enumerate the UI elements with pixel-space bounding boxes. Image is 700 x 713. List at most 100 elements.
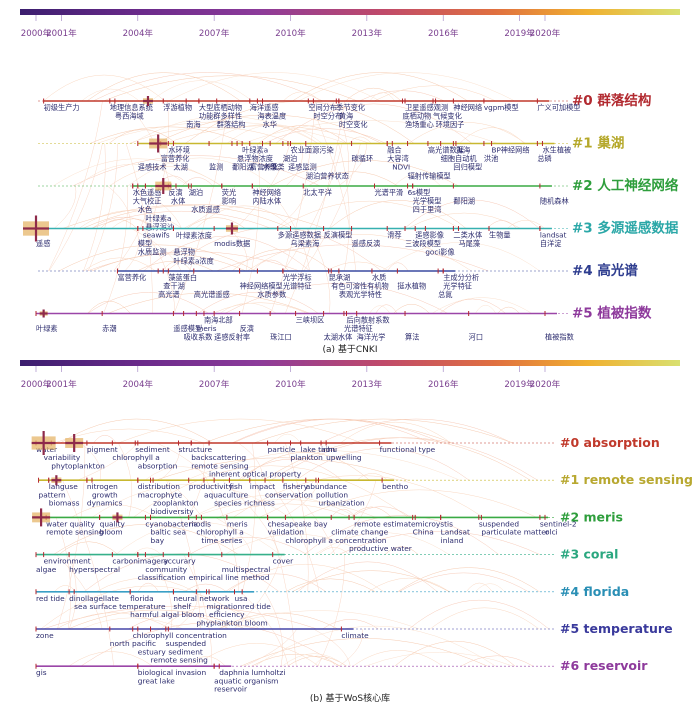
- link-arc: [156, 442, 208, 481]
- keyword-label: 湖泊: [283, 154, 297, 163]
- link-arc: [274, 433, 301, 444]
- link-arc: [143, 235, 311, 272]
- keyword-label: modis数据: [214, 239, 250, 248]
- year-label: 2019年: [504, 378, 535, 390]
- link-arc: [387, 262, 409, 272]
- link-arc: [274, 185, 307, 229]
- keyword-label: urbanization: [318, 499, 365, 508]
- keyword-label: multispectral: [222, 565, 271, 574]
- link-arc: [350, 506, 392, 518]
- keyword-label: plankton: [291, 453, 324, 462]
- link-arc: [407, 212, 521, 229]
- link-arc: [83, 257, 156, 272]
- cluster-label: #5 temperature: [560, 621, 673, 636]
- keyword-label: 富营养化: [117, 273, 146, 282]
- year-label: 2016年: [428, 27, 459, 39]
- keyword-label: time series: [201, 536, 242, 545]
- year-label: 2016年: [428, 378, 459, 390]
- link-arc: [90, 210, 272, 229]
- keyword-label: 北太平洋: [303, 188, 332, 197]
- keyword-label: 水色遥感: [133, 188, 162, 197]
- keyword-label: 昆承湖: [329, 273, 351, 282]
- keyword-label: 赤潮: [102, 324, 116, 333]
- keyword-label: 遥感技术: [138, 163, 167, 172]
- keyword-label: aquatic organism: [214, 676, 278, 685]
- link-arc: [206, 480, 239, 592]
- keyword-label: 时空分布: [313, 112, 342, 121]
- link-arc: [252, 259, 290, 272]
- keyword-label: florida: [130, 594, 154, 603]
- keyword-label: dinollagellate: [69, 594, 119, 603]
- link-arc: [351, 506, 411, 518]
- keyword-label: hyperspectral: [69, 565, 120, 574]
- link-arc: [275, 103, 473, 144]
- keyword-label: 洱海: [456, 146, 470, 155]
- link-arc: [285, 578, 376, 593]
- keyword-label: 水质遥感: [191, 205, 220, 214]
- link-arc: [352, 650, 443, 667]
- keyword-label: suspended: [479, 519, 520, 528]
- link-arc: [183, 185, 236, 229]
- year-label: 2007年: [199, 378, 230, 390]
- link-arc: [43, 74, 165, 102]
- link-arc: [212, 302, 308, 314]
- link-arc: [373, 85, 496, 102]
- keyword-label: 吸收系数: [184, 333, 213, 342]
- keyword-label: 黄海: [339, 112, 353, 121]
- keyword-label: structure: [179, 445, 213, 454]
- keyword-label: 叶绿素a: [145, 214, 171, 223]
- keyword-label: remote estimate: [354, 519, 416, 528]
- link-arc: [62, 480, 115, 667]
- link-arc: [127, 157, 274, 187]
- keyword-label: 6s模型: [408, 188, 431, 197]
- keyword-label: remote sensing: [191, 461, 249, 470]
- cluster-label: #6 reservoir: [560, 658, 648, 673]
- link-arc: [62, 204, 326, 229]
- keyword-label: 三波段模型: [405, 239, 441, 248]
- keyword-label: 神经网络: [252, 188, 281, 197]
- link-arc: [263, 128, 387, 144]
- link-arc: [166, 227, 382, 272]
- link-arc: [285, 100, 345, 314]
- keyword-label: 叶绿素a: [242, 146, 268, 155]
- keyword-label: 太湖: [173, 163, 187, 172]
- link-arc: [232, 475, 484, 518]
- keyword-label: 融合: [387, 146, 401, 155]
- link-arc: [164, 125, 371, 144]
- keyword-label: 总氮: [438, 290, 452, 299]
- link-arc: [318, 547, 350, 555]
- keyword-label: nitrogen: [87, 482, 118, 491]
- cluster-label: #5 植被指数: [572, 305, 652, 322]
- link-arc: [58, 541, 119, 555]
- cluster-label: #2 人工神经网络: [572, 177, 679, 194]
- link-arc: [345, 88, 402, 102]
- link-arc: [394, 641, 516, 667]
- link-arc: [365, 652, 514, 667]
- link-arc: [381, 242, 540, 272]
- link-arc: [369, 92, 395, 102]
- keyword-label: great lake: [138, 676, 175, 685]
- link-arc: [217, 610, 420, 630]
- link-arc: [81, 617, 184, 630]
- keyword-label: accurary: [163, 557, 196, 566]
- link-arc: [268, 480, 320, 592]
- keyword-label: 南海北部: [204, 316, 233, 325]
- keyword-label: productive water: [349, 544, 413, 553]
- link-arc: [292, 570, 450, 593]
- cluster-label: #2 meris: [560, 509, 623, 524]
- link-arc: [108, 129, 177, 144]
- keyword-label: 渔场重心: [405, 120, 434, 129]
- link-arc: [89, 126, 246, 144]
- keyword-label: usa: [235, 594, 248, 603]
- link-arc: [95, 577, 195, 593]
- keyword-label: 叶绿素a浓度: [173, 256, 213, 265]
- link-arc: [71, 504, 157, 518]
- keyword-label: chlorophyll concentration: [133, 631, 227, 640]
- keyword-label: 卫星遥感观测: [405, 103, 448, 112]
- keyword-label: 反演模型: [324, 231, 353, 240]
- link-arc: [348, 136, 372, 144]
